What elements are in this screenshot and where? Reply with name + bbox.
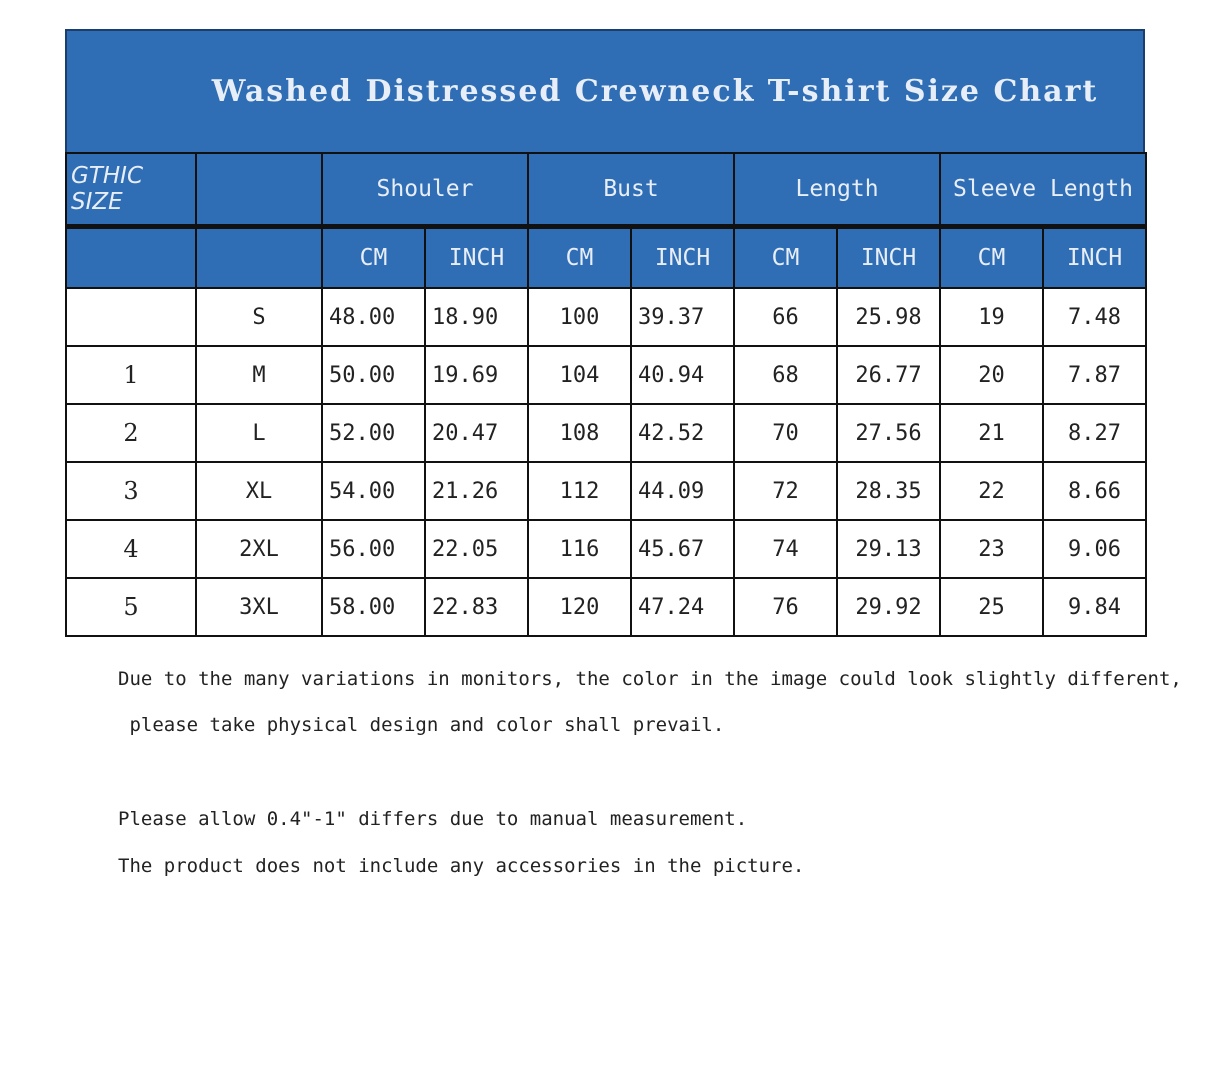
table-row: S 48.00 18.90 100 39.37 66 25.98 19 7.48 [65, 287, 1148, 347]
value-cell: 68 [733, 345, 839, 405]
note: The product does not include any accesso… [118, 855, 805, 877]
group-header: Length [733, 152, 942, 228]
size-chart: Washed Distressed Crewneck T-shirt Size … [65, 29, 1148, 637]
note: Please allow 0.4"-1" differs due to manu… [118, 808, 748, 830]
row-number: 2 [65, 403, 197, 463]
value-cell: 20 [939, 345, 1045, 405]
note: please take physical design and color sh… [118, 714, 725, 736]
value-cell: 26.77 [836, 345, 942, 405]
value-cell: 108 [527, 403, 632, 463]
value-cell: 29.13 [836, 519, 942, 579]
unit-header: CM [733, 224, 839, 289]
row-number: 3 [65, 461, 197, 521]
header-row-groups: GTHIC SIZE Shouler Bust Length Sleeve Le… [65, 152, 1148, 228]
value-cell: 18.90 [424, 287, 529, 347]
value-cell: 23 [939, 519, 1045, 579]
table-row: 2 L 52.00 20.47 108 42.52 70 27.56 21 8.27 [65, 403, 1148, 463]
unit-header: INCH [836, 224, 942, 289]
group-header: Sleeve Length [939, 152, 1148, 228]
value-cell: 25 [939, 577, 1045, 637]
unit-header: CM [939, 224, 1045, 289]
value-cell: 19 [939, 287, 1045, 347]
value-cell: 29.92 [836, 577, 942, 637]
size-label-header: GTHIC SIZE [65, 152, 197, 228]
header-row-units: CM INCH CM INCH CM INCH CM INCH [65, 224, 1148, 289]
unit-header: INCH [424, 224, 529, 289]
value-cell: 7.87 [1042, 345, 1148, 405]
value-cell: 56.00 [321, 519, 426, 579]
chart-title: Washed Distressed Crewneck T-shirt Size … [65, 29, 1145, 152]
value-cell: 76 [733, 577, 839, 637]
value-cell: 22 [939, 461, 1045, 521]
value-cell: 50.00 [321, 345, 426, 405]
value-cell: 22.05 [424, 519, 529, 579]
size-cell: S [195, 287, 323, 347]
table-row: 3 XL 54.00 21.26 112 44.09 72 28.35 22 8.66 [65, 461, 1148, 521]
value-cell: 20.47 [424, 403, 529, 463]
value-cell: 40.94 [629, 345, 736, 405]
value-cell: 8.27 [1042, 403, 1148, 463]
value-cell: 21 [939, 403, 1045, 463]
value-cell: 25.98 [836, 287, 942, 347]
value-cell: 9.06 [1042, 519, 1148, 579]
value-cell: 19.69 [424, 345, 529, 405]
value-cell: 39.37 [629, 287, 736, 347]
row-number: 4 [65, 519, 197, 579]
value-cell: 9.84 [1042, 577, 1148, 637]
unit-header: CM [321, 224, 426, 289]
value-cell: 74 [733, 519, 839, 579]
value-cell: 27.56 [836, 403, 942, 463]
value-cell: 52.00 [321, 403, 426, 463]
size-cell: M [195, 345, 323, 405]
value-cell: 21.26 [424, 461, 529, 521]
value-cell: 42.52 [629, 403, 736, 463]
unit-header: INCH [1042, 224, 1148, 289]
notes: Due to the many variations in monitors, … [118, 668, 1182, 877]
value-cell: 28.35 [836, 461, 942, 521]
value-cell: 54.00 [321, 461, 426, 521]
value-cell: 44.09 [629, 461, 736, 521]
row-number [65, 287, 197, 347]
value-cell: 104 [527, 345, 632, 405]
value-cell: 48.00 [321, 287, 426, 347]
unit-header: INCH [629, 224, 736, 289]
value-cell: 116 [527, 519, 632, 579]
value-cell: 112 [527, 461, 632, 521]
table-row: 1 M 50.00 19.69 104 40.94 68 26.77 20 7.87 [65, 345, 1148, 405]
blank-header [65, 224, 197, 289]
value-cell: 100 [527, 287, 632, 347]
value-cell: 8.66 [1042, 461, 1148, 521]
blank-header [195, 224, 323, 289]
value-cell: 7.48 [1042, 287, 1148, 347]
value-cell: 72 [733, 461, 839, 521]
note: Due to the many variations in monitors, … [118, 668, 1182, 690]
value-cell: 22.83 [424, 577, 529, 637]
table-row: 4 2XL 56.00 22.05 116 45.67 74 29.13 23 9.06 [65, 519, 1148, 579]
size-cell: 3XL [195, 577, 323, 637]
size-cell: L [195, 403, 323, 463]
size-cell: 2XL [195, 519, 323, 579]
value-cell: 58.00 [321, 577, 426, 637]
blank-header [195, 152, 323, 228]
row-number: 1 [65, 345, 197, 405]
value-cell: 66 [733, 287, 839, 347]
size-table: GTHIC SIZE Shouler Bust Length Sleeve Le… [65, 152, 1148, 637]
value-cell: 120 [527, 577, 632, 637]
table-row: 5 3XL 58.00 22.83 120 47.24 76 29.92 25 9.84 [65, 577, 1148, 637]
size-cell: XL [195, 461, 323, 521]
group-header: Shouler [321, 152, 529, 228]
value-cell: 47.24 [629, 577, 736, 637]
group-header: Bust [526, 152, 736, 228]
value-cell: 45.67 [629, 519, 736, 579]
row-number: 5 [65, 577, 197, 637]
value-cell: 70 [733, 403, 839, 463]
unit-header: CM [527, 224, 632, 289]
